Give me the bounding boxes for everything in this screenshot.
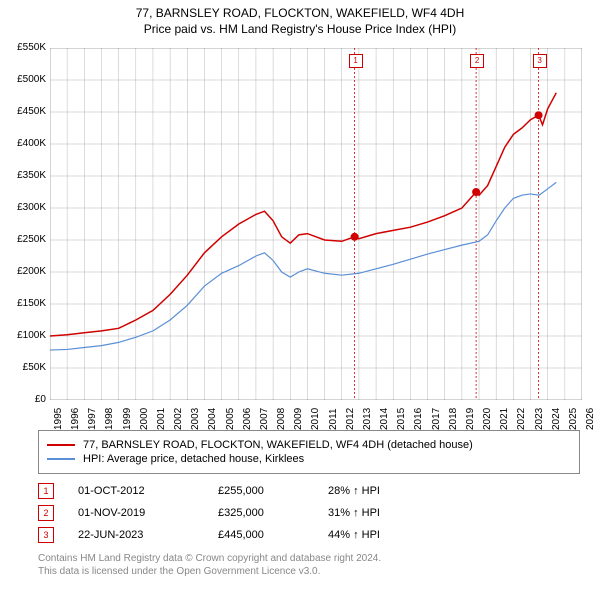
sale-marker-icon: 2 xyxy=(38,505,54,521)
x-tick-label: 2000 xyxy=(139,408,150,430)
x-tick-label: 2014 xyxy=(379,408,390,430)
y-tick-label: £300K xyxy=(0,202,46,213)
x-tick-label: 2021 xyxy=(499,408,510,430)
x-tick-label: 2025 xyxy=(568,408,579,430)
sale-pct: 28% ↑ HPI xyxy=(328,485,448,497)
x-tick-label: 2022 xyxy=(516,408,527,430)
sale-row: 3 22-JUN-2023£445,00044% ↑ HPI xyxy=(38,524,448,546)
footer-line1: Contains HM Land Registry data © Crown c… xyxy=(38,552,381,565)
sales-table: 1 01-OCT-2012£255,00028% ↑ HPI 2 01-NOV-201… xyxy=(38,480,448,546)
legend-box: 77, BARNSLEY ROAD, FLOCKTON, WAKEFIELD, … xyxy=(38,430,580,474)
sale-date: 22-JUN-2023 xyxy=(78,529,218,541)
x-tick-label: 1997 xyxy=(87,408,98,430)
x-tick-label: 2018 xyxy=(448,408,459,430)
y-tick-label: £50K xyxy=(0,362,46,373)
sale-date: 01-NOV-2019 xyxy=(78,507,218,519)
sale-marker-icon: 3 xyxy=(38,527,54,543)
sale-price: £445,000 xyxy=(218,529,328,541)
x-tick-label: 1998 xyxy=(104,408,115,430)
x-tick-label: 2006 xyxy=(242,408,253,430)
x-tick-label: 2017 xyxy=(431,408,442,430)
x-tick-label: 2008 xyxy=(276,408,287,430)
y-tick-label: £0 xyxy=(0,394,46,405)
y-tick-label: £450K xyxy=(0,106,46,117)
sale-price: £325,000 xyxy=(218,507,328,519)
x-tick-label: 2010 xyxy=(310,408,321,430)
legend-row: 77, BARNSLEY ROAD, FLOCKTON, WAKEFIELD, … xyxy=(47,439,571,451)
x-tick-label: 1999 xyxy=(122,408,133,430)
legend-label: 77, BARNSLEY ROAD, FLOCKTON, WAKEFIELD, … xyxy=(83,439,473,451)
x-tick-label: 2009 xyxy=(293,408,304,430)
x-tick-label: 2007 xyxy=(259,408,270,430)
legend-swatch xyxy=(47,444,75,446)
x-tick-label: 2026 xyxy=(585,408,596,430)
x-tick-label: 2020 xyxy=(482,408,493,430)
x-tick-label: 1996 xyxy=(70,408,81,430)
sale-marker-2: 2 xyxy=(470,54,484,68)
legend-label: HPI: Average price, detached house, Kirk… xyxy=(83,453,304,465)
title-block: 77, BARNSLEY ROAD, FLOCKTON, WAKEFIELD, … xyxy=(0,0,600,36)
sale-price: £255,000 xyxy=(218,485,328,497)
sale-pct: 31% ↑ HPI xyxy=(328,507,448,519)
sale-row: 2 01-NOV-2019£325,00031% ↑ HPI xyxy=(38,502,448,524)
sale-row: 1 01-OCT-2012£255,00028% ↑ HPI xyxy=(38,480,448,502)
sale-marker-icon: 1 xyxy=(38,483,54,499)
y-tick-label: £550K xyxy=(0,42,46,53)
x-tick-label: 2012 xyxy=(345,408,356,430)
y-tick-label: £250K xyxy=(0,234,46,245)
x-tick-label: 2023 xyxy=(534,408,545,430)
footer-note: Contains HM Land Registry data © Crown c… xyxy=(38,552,381,578)
x-tick-label: 2015 xyxy=(396,408,407,430)
x-tick-label: 2005 xyxy=(225,408,236,430)
chart-svg xyxy=(50,48,582,400)
chart-container: 77, BARNSLEY ROAD, FLOCKTON, WAKEFIELD, … xyxy=(0,0,600,590)
title-subtitle: Price paid vs. HM Land Registry's House … xyxy=(0,22,600,36)
x-tick-label: 2003 xyxy=(190,408,201,430)
x-tick-label: 2019 xyxy=(465,408,476,430)
y-tick-label: £500K xyxy=(0,74,46,85)
x-tick-label: 2011 xyxy=(328,408,339,430)
sale-pct: 44% ↑ HPI xyxy=(328,529,448,541)
x-tick-label: 2004 xyxy=(207,408,218,430)
title-address: 77, BARNSLEY ROAD, FLOCKTON, WAKEFIELD, … xyxy=(0,6,600,20)
x-tick-label: 2002 xyxy=(173,408,184,430)
legend-swatch xyxy=(47,458,75,460)
x-tick-label: 2013 xyxy=(362,408,373,430)
legend-row: HPI: Average price, detached house, Kirk… xyxy=(47,453,571,465)
x-tick-label: 2016 xyxy=(413,408,424,430)
sale-marker-3: 3 xyxy=(533,54,547,68)
sale-date: 01-OCT-2012 xyxy=(78,485,218,497)
y-tick-label: £100K xyxy=(0,330,46,341)
x-tick-label: 2024 xyxy=(551,408,562,430)
y-tick-label: £200K xyxy=(0,266,46,277)
footer-line2: This data is licensed under the Open Gov… xyxy=(38,565,381,578)
x-tick-label: 2001 xyxy=(156,408,167,430)
x-tick-label: 1995 xyxy=(53,408,64,430)
y-tick-label: £350K xyxy=(0,170,46,181)
y-tick-label: £400K xyxy=(0,138,46,149)
y-tick-label: £150K xyxy=(0,298,46,309)
sale-marker-1: 1 xyxy=(349,54,363,68)
